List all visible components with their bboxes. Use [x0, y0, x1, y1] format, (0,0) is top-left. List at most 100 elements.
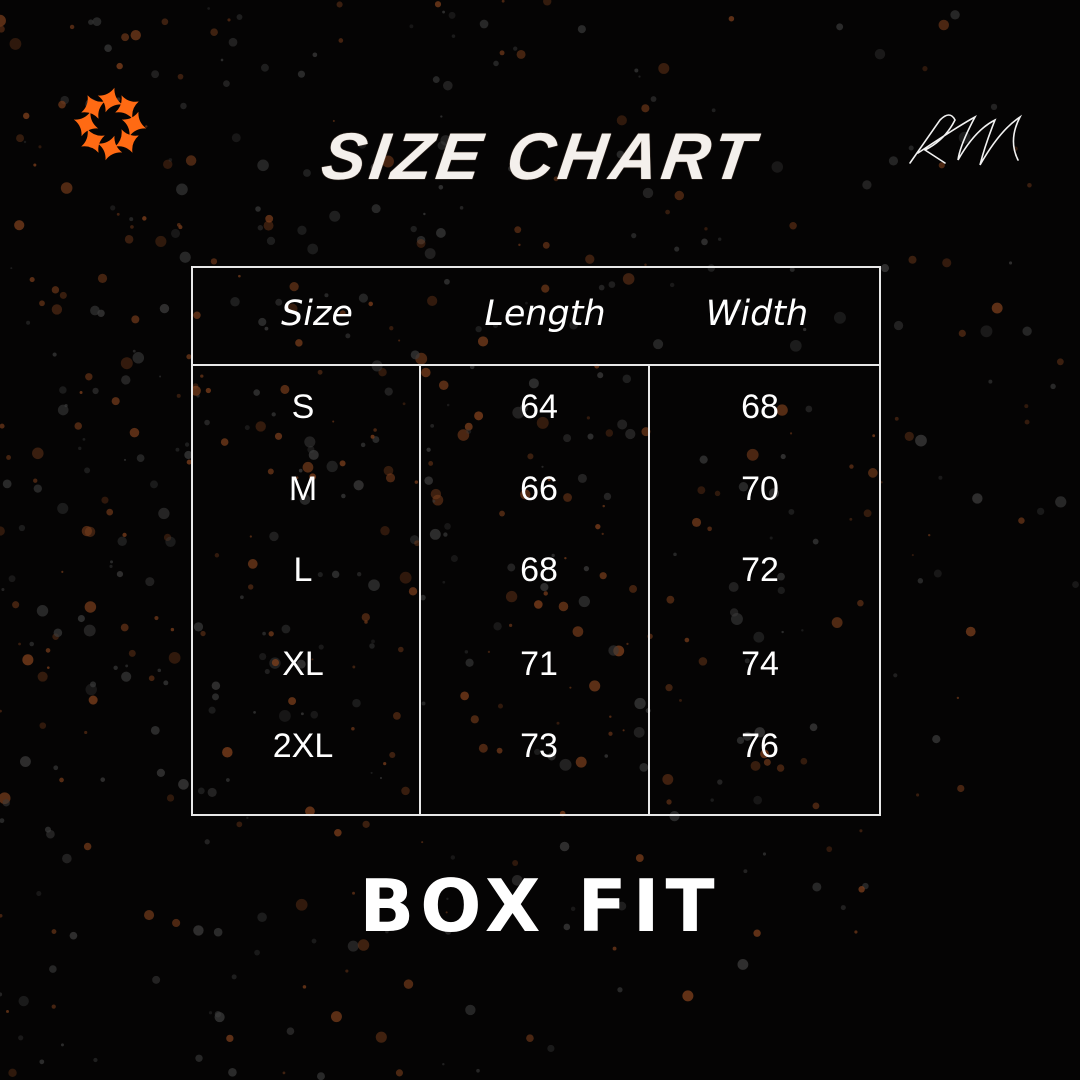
speckle [445, 911, 448, 914]
speckle [402, 402, 406, 406]
speckle [271, 412, 276, 417]
speckle [760, 749, 769, 759]
speckle [457, 429, 470, 441]
speckle [121, 671, 132, 682]
speckle [408, 587, 418, 596]
speckle [563, 434, 572, 443]
speckle [302, 461, 314, 473]
logo-star [81, 129, 105, 153]
speckle [362, 820, 370, 828]
speckle [330, 1011, 342, 1023]
speckle [220, 438, 229, 446]
speckle [559, 841, 570, 852]
speckle [416, 235, 426, 245]
speckle [223, 80, 230, 87]
speckle [22, 654, 34, 666]
speckle [563, 493, 572, 502]
speckle [380, 526, 390, 536]
speckle [547, 478, 551, 482]
speckle [352, 665, 356, 669]
speckle [347, 940, 359, 952]
speckle [192, 383, 199, 389]
speckle [18, 524, 26, 532]
speckle [753, 795, 763, 805]
speckle [635, 854, 644, 862]
speckle [559, 758, 572, 771]
speckle [210, 258, 218, 265]
speckle [265, 214, 274, 223]
speckle [435, 228, 446, 238]
speckle [0, 818, 5, 824]
header-length: Length [484, 294, 606, 334]
speckle [479, 19, 489, 29]
width-cell: 74 [741, 645, 779, 683]
speckle [682, 990, 694, 1002]
speckle [1036, 507, 1045, 516]
speckle [53, 765, 59, 771]
speckle [583, 565, 590, 572]
speckle [0, 14, 6, 27]
speckle [383, 761, 387, 766]
speckle [872, 434, 876, 438]
speckle [398, 646, 404, 653]
speckle [248, 584, 254, 590]
speckle [176, 393, 181, 398]
speckle [509, 623, 513, 627]
speckle [569, 320, 578, 330]
speckle [298, 468, 303, 473]
speckle [634, 68, 639, 73]
speckle [257, 159, 269, 172]
speckle [156, 768, 165, 777]
speckle [161, 18, 169, 26]
speckle [762, 852, 767, 856]
header-width: Width [705, 294, 809, 334]
speckle [271, 659, 280, 667]
speckle [409, 24, 414, 29]
speckle [633, 726, 645, 738]
speckle [443, 532, 448, 537]
speckle [893, 320, 904, 331]
speckle [631, 232, 637, 239]
speckle [193, 925, 204, 936]
speckle [956, 696, 960, 700]
speckle [255, 206, 261, 212]
speckle [341, 493, 346, 499]
speckle [513, 46, 518, 51]
speckle [212, 693, 219, 701]
speckle [543, 591, 548, 596]
speckle [220, 58, 224, 62]
speckle [144, 910, 155, 921]
speckle [295, 898, 308, 911]
speckle [300, 712, 304, 716]
speckle [768, 488, 779, 499]
speckle [776, 764, 785, 772]
speckle [1, 587, 5, 592]
speckle [575, 756, 587, 768]
speckle [113, 665, 118, 671]
speckle [922, 66, 928, 72]
speckle [178, 779, 189, 790]
speckle [228, 1067, 237, 1077]
speckle [211, 681, 221, 691]
speckle [527, 453, 534, 460]
speckle [395, 1069, 404, 1077]
speckle [145, 577, 155, 587]
speckle [64, 403, 68, 408]
speckle [432, 76, 440, 84]
speckle [275, 298, 283, 306]
speckle [26, 320, 31, 325]
speckle [136, 454, 145, 463]
speckle [564, 556, 567, 560]
speckle [710, 798, 714, 802]
speckle [589, 680, 601, 692]
speckle [52, 352, 57, 357]
speckle [444, 928, 452, 935]
speckle [163, 680, 169, 686]
speckle [389, 326, 394, 331]
speckle [254, 949, 260, 956]
speckle [154, 615, 159, 621]
speckle [74, 422, 82, 430]
speckle [707, 526, 712, 532]
speckle [608, 281, 616, 288]
speckle [801, 629, 804, 632]
